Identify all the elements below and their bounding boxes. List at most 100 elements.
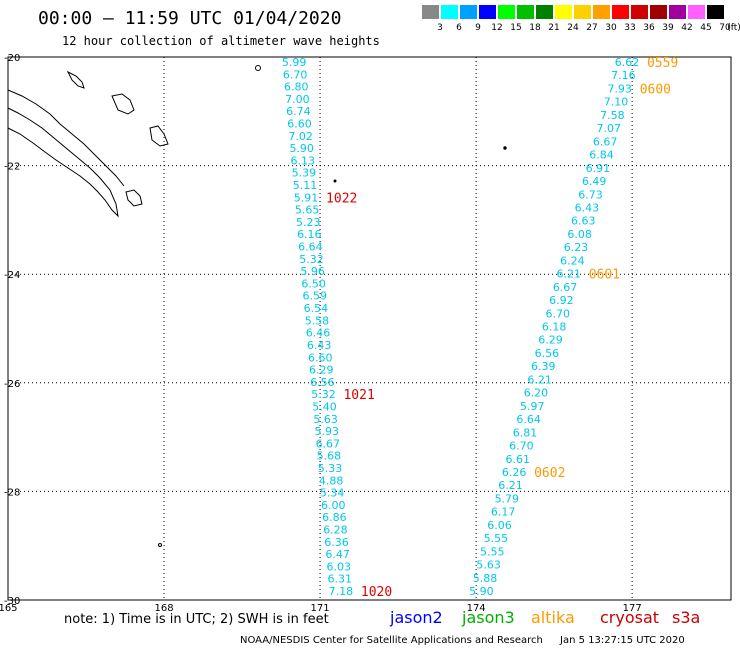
islet-3	[503, 146, 507, 150]
wave-height-label: 6.56	[535, 347, 560, 360]
wave-height-label: 6.73	[578, 188, 603, 201]
lat-tick-label: -20	[4, 53, 20, 64]
wave-height-label: 5.55	[484, 532, 509, 545]
wave-height-label: 6.70	[283, 68, 308, 81]
credit-org: NOAA/NESDIS Center for Satellite Applica…	[240, 635, 543, 646]
satellite-name: jason2	[390, 608, 443, 627]
wave-height-label: 6.54	[304, 302, 329, 315]
wave-height-label: 6.18	[542, 321, 567, 334]
wave-height-label: 6.13	[291, 154, 316, 167]
wave-height-label: 5.99	[282, 56, 307, 69]
wave-height-label: 6.21	[498, 479, 523, 492]
legend-label: 45	[700, 23, 712, 33]
wave-height-label: 5.68	[317, 450, 342, 463]
wave-height-label: 4.88	[319, 474, 344, 487]
islet-2	[158, 543, 162, 547]
legend-label: 6	[456, 23, 462, 33]
legend-swatch	[650, 5, 667, 19]
wave-height-label: 6.08	[567, 228, 592, 241]
wave-height-label: 5.32	[311, 388, 336, 401]
legend-swatch	[707, 5, 724, 19]
legend-unit: (ft)	[727, 23, 740, 33]
wave-height-label: 5.91	[294, 191, 319, 204]
legend-label: 12	[491, 23, 503, 33]
wave-height-label: 5.97	[520, 400, 545, 413]
wave-height-label: 6.24	[560, 254, 585, 267]
coastline	[7, 65, 507, 547]
lon-tick-label: 168	[154, 603, 173, 614]
wave-height-label: 6.43	[575, 201, 600, 214]
wave-height-label: 7.93	[607, 82, 632, 95]
wave-height-label: 6.60	[287, 118, 312, 131]
wave-height-label: 6.81	[513, 426, 538, 439]
wave-height-label: 5.96	[300, 265, 325, 278]
map-grid: 165 168 171 174 177 -20 -22 -24 -26 -28 -30	[0, 53, 732, 614]
pass-time-label: 0601	[589, 268, 620, 283]
wave-height-label: 6.59	[303, 290, 328, 303]
wave-height-label: 5.40	[312, 400, 337, 413]
page-title: 00:00 – 11:59 UTC 01/04/2020	[38, 8, 342, 29]
pass-time-label: 0602	[534, 466, 565, 481]
wave-height-label: 6.03	[326, 560, 351, 573]
wave-height-label: 7.00	[285, 93, 310, 106]
wave-height-label: 5.63	[476, 559, 501, 572]
wave-height-label: 6.62	[615, 56, 640, 69]
wave-height-label: 6.16	[297, 228, 322, 241]
legend-label: 42	[681, 23, 693, 33]
wave-height-label: 6.06	[487, 519, 512, 532]
wave-height-label: 5.93	[314, 425, 339, 438]
wave-height-label: 5.63	[313, 413, 338, 426]
legend-label: 39	[662, 23, 674, 33]
loyalty-island-1	[66, 70, 85, 89]
legend-swatch	[631, 5, 648, 19]
new-caledonia-coast	[7, 107, 119, 218]
legend-swatch	[460, 5, 477, 19]
footer-note: note: 1) Time is in UTC; 2) SWH is in fe…	[64, 612, 329, 627]
legend-swatch	[593, 5, 610, 19]
satellite-name: jason3	[462, 608, 515, 627]
islet-4	[333, 179, 337, 183]
wave-height-label: 5.55	[480, 545, 505, 558]
wave-height-label: 6.61	[505, 453, 530, 466]
wave-height-label: 6.29	[538, 334, 563, 347]
wave-height-label: 6.17	[491, 506, 516, 519]
wave-height-label: 5.79	[495, 492, 520, 505]
legend-swatch	[479, 5, 496, 19]
lat-tick-label: -22	[4, 162, 20, 173]
legend-swatch	[517, 5, 534, 19]
wave-height-label: 7.58	[600, 109, 625, 122]
wave-height-label: 6.43	[307, 339, 332, 352]
credit-line: NOAA/NESDIS Center for Satellite Applica…	[240, 635, 685, 646]
wave-height-label: 5.39	[292, 167, 317, 180]
legend-label: 21	[548, 23, 560, 33]
wave-height-label: 6.50	[301, 277, 326, 290]
satellite-name: altika	[531, 608, 575, 627]
altimeter-tracks: 5.996.706.807.006.746.607.025.906.135.39…	[282, 56, 678, 600]
legend-label: 9	[475, 23, 481, 33]
wave-height-label: 5.58	[305, 314, 330, 327]
isle-of-pines	[125, 189, 143, 207]
wave-height-label: 6.21	[556, 268, 581, 281]
lon-tick-label: 174	[467, 603, 486, 614]
wave-height-label: 6.29	[309, 364, 334, 377]
wave-height-label: 5.88	[473, 572, 498, 585]
legend-label: 36	[643, 23, 655, 33]
legend-swatch	[536, 5, 553, 19]
lon-tick-label: 177	[623, 603, 642, 614]
islet-1	[255, 65, 261, 71]
wave-height-label: 6.47	[325, 548, 350, 561]
wave-height-label: 5.90	[289, 142, 314, 155]
legend-swatch	[441, 5, 458, 19]
coast-line-north	[7, 89, 125, 187]
lat-tick-label: -30	[4, 596, 20, 607]
wave-height-label: 7.02	[288, 130, 313, 143]
legend-label: 3	[437, 23, 443, 33]
wave-height-label: 5.90	[469, 585, 494, 598]
wave-height-label: 6.64	[516, 413, 541, 426]
legend-label: 30	[605, 23, 617, 33]
legend-label: 27	[586, 23, 598, 33]
wave-height-label: 6.92	[549, 294, 574, 307]
legend-swatch	[555, 5, 572, 19]
wave-height-label: 6.23	[564, 241, 589, 254]
legend-label: 70	[719, 23, 731, 33]
